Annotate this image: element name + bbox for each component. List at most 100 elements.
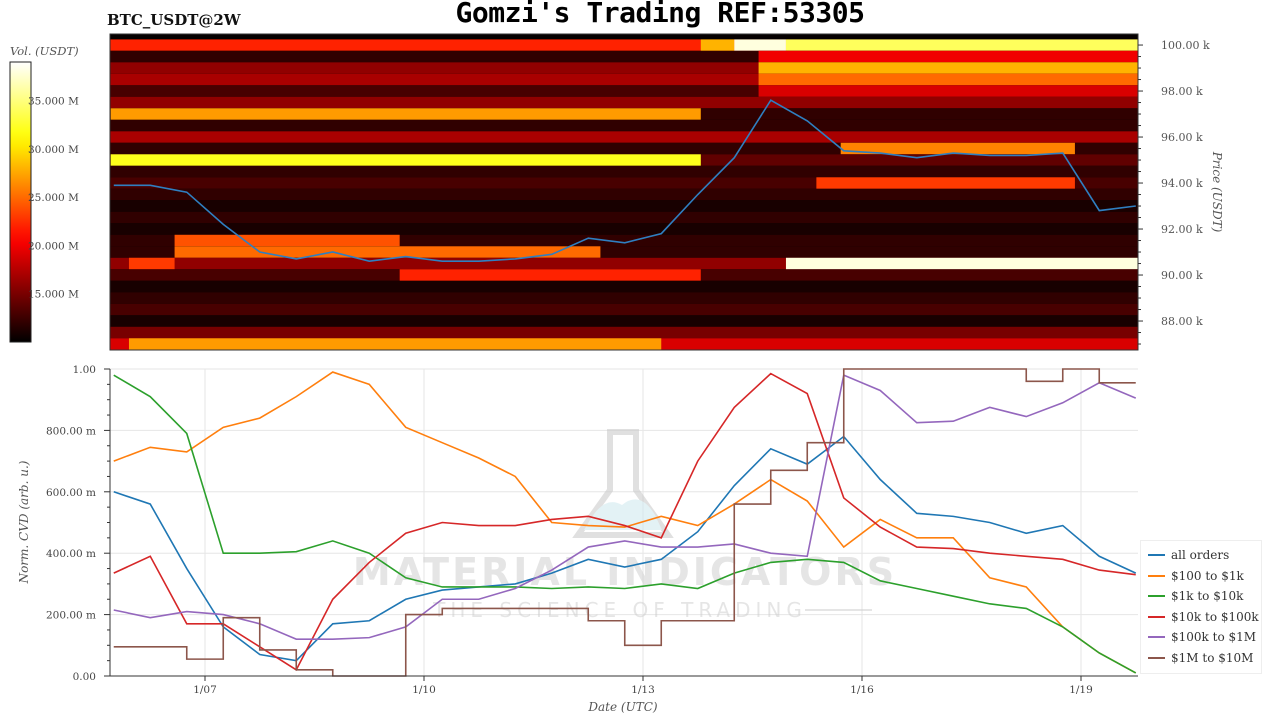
price-tick-label: 96.00 k bbox=[1161, 131, 1203, 144]
heatmap-cell bbox=[734, 39, 786, 51]
heatmap-row bbox=[110, 280, 1138, 293]
heatmap-row bbox=[110, 39, 1138, 51]
legend-swatch bbox=[1148, 554, 1165, 557]
price-tick-label: 94.00 k bbox=[1161, 177, 1203, 190]
legend-item[interactable]: $100 to $1k bbox=[1141, 566, 1261, 587]
price-line bbox=[113, 99, 1136, 263]
cvd-series bbox=[113, 368, 1137, 677]
legend-label: $10k to $100k bbox=[1171, 609, 1259, 624]
heatmap-row bbox=[110, 119, 1138, 132]
heatmap-cell bbox=[110, 154, 701, 166]
heatmap-cell bbox=[174, 246, 601, 258]
chart-subtitle: BTC_USDT@2W bbox=[107, 11, 241, 29]
legend-label: $1k to $10k bbox=[1171, 589, 1244, 604]
heatmap-cell bbox=[758, 62, 1138, 74]
heatmap-row bbox=[110, 34, 1138, 40]
heatmap-cell bbox=[785, 257, 1138, 270]
cvd-x-tick-label: 1/16 bbox=[850, 684, 874, 696]
heatmap-row bbox=[110, 188, 1138, 201]
price-tick-label: 88.00 k bbox=[1161, 315, 1203, 328]
heatmap-row bbox=[110, 257, 1138, 270]
cvd-x-tick-label: 1/19 bbox=[1069, 684, 1093, 696]
colorbar-tick-label: 15.000 M bbox=[28, 289, 79, 301]
heatmap-row bbox=[110, 223, 1138, 235]
watermark-tagline: THE SCIENCE OF TRADING bbox=[432, 598, 807, 622]
legend-item[interactable]: $100k to $1M bbox=[1141, 627, 1261, 648]
heatmap-row bbox=[110, 234, 1138, 247]
legend-swatch bbox=[1148, 636, 1165, 639]
legend-item[interactable]: all orders bbox=[1141, 545, 1261, 566]
cvd-line-3 bbox=[113, 372, 1136, 672]
heatmap-row bbox=[110, 73, 1138, 86]
legend-label: $1M to $10M bbox=[1171, 650, 1254, 665]
legend-swatch bbox=[1148, 656, 1165, 659]
heatmap-cell bbox=[174, 234, 400, 247]
price-axis-label: Price (USDT) bbox=[1210, 151, 1224, 233]
cvd-line-0 bbox=[113, 435, 1137, 662]
price-tick-label: 98.00 k bbox=[1161, 85, 1203, 98]
heatmap-cell bbox=[399, 269, 701, 281]
heatmap-row bbox=[110, 131, 1138, 143]
colorbar bbox=[9, 61, 32, 343]
heatmap-row bbox=[110, 303, 1138, 316]
cvd-y-tick-label: 1.00 bbox=[73, 364, 96, 376]
heatmap-frame bbox=[109, 33, 1139, 351]
heatmap-cell bbox=[758, 85, 1138, 97]
heatmap-row bbox=[110, 50, 1138, 63]
price-tick-label: 90.00 k bbox=[1161, 269, 1203, 282]
cvd-y-tick-label: 0.00 bbox=[73, 671, 96, 683]
price-tick-label: 92.00 k bbox=[1161, 223, 1203, 236]
heatmap-cell bbox=[816, 177, 1075, 189]
cvd-line-5 bbox=[113, 368, 1136, 677]
heatmap-cell bbox=[840, 142, 1075, 155]
legend-item[interactable]: $1M to $10M bbox=[1141, 648, 1261, 669]
heatmap-row bbox=[110, 177, 1138, 189]
cvd-line-1 bbox=[113, 371, 1137, 674]
heatmap-row bbox=[110, 62, 1138, 74]
cvd-x-tick-label: 1/07 bbox=[193, 684, 217, 696]
cvd-line-2 bbox=[113, 374, 1137, 674]
colorbar-label: Vol. (USDT) bbox=[10, 44, 79, 58]
heatmap-row bbox=[110, 292, 1138, 304]
chart-title: Gomzi's Trading REF:53305 bbox=[455, 0, 865, 29]
heatmap-row bbox=[110, 246, 1138, 258]
heatmap-row bbox=[110, 142, 1138, 155]
legend-swatch bbox=[1148, 595, 1165, 598]
cvd-x-tick-label: 1/13 bbox=[631, 684, 655, 696]
legend-item[interactable]: $1k to $10k bbox=[1141, 586, 1261, 607]
heatmap-row bbox=[110, 211, 1138, 224]
cvd-y-tick-label: 400.00 m bbox=[46, 548, 96, 560]
heatmap-cell bbox=[758, 50, 1138, 63]
legend-label: all orders bbox=[1171, 548, 1230, 563]
heatmap-row bbox=[110, 200, 1138, 212]
heatmap-cell bbox=[128, 257, 175, 270]
colorbar-tick-label: 20.000 M bbox=[28, 240, 79, 252]
heatmap-row bbox=[110, 165, 1138, 178]
watermark-title: MATERIAL INDICATORS bbox=[353, 550, 897, 594]
heatmap-row bbox=[110, 85, 1138, 97]
cvd-y-tick-label: 800.00 m bbox=[46, 425, 96, 437]
cvd-y-axis-label: Norm. CVD (arb. u.) bbox=[17, 460, 31, 584]
heatmap-row bbox=[110, 315, 1138, 327]
heatmap-row bbox=[110, 326, 1138, 339]
cvd-y-tick-label: 600.00 m bbox=[46, 487, 96, 499]
legend-swatch bbox=[1148, 615, 1165, 618]
colorbar-tick-label: 25.000 M bbox=[28, 192, 79, 204]
heatmap-cell bbox=[110, 108, 701, 120]
heatmap-cell bbox=[785, 39, 1138, 51]
heatmap-cell bbox=[700, 39, 735, 51]
cvd-x-axis-label: Date (UTC) bbox=[587, 700, 657, 714]
heatmap-cell bbox=[128, 338, 662, 350]
cvd-x-tick-label: 1/10 bbox=[412, 684, 436, 696]
colorbar-tick-label: 30.000 M bbox=[28, 144, 79, 156]
cvd-y-tick-label: 200.00 m bbox=[46, 610, 96, 622]
legend: all orders $100 to $1k $1k to $10k $10k to … bbox=[1140, 540, 1262, 674]
legend-label: $100 to $1k bbox=[1171, 568, 1244, 583]
legend-item[interactable]: $10k to $100k bbox=[1141, 607, 1261, 628]
cvd-line-4 bbox=[113, 374, 1137, 640]
price-tick-label: 100.00 k bbox=[1161, 39, 1210, 52]
heatmap-cell bbox=[758, 73, 1138, 86]
heatmap-cells bbox=[110, 34, 1138, 350]
legend-swatch bbox=[1148, 574, 1165, 577]
